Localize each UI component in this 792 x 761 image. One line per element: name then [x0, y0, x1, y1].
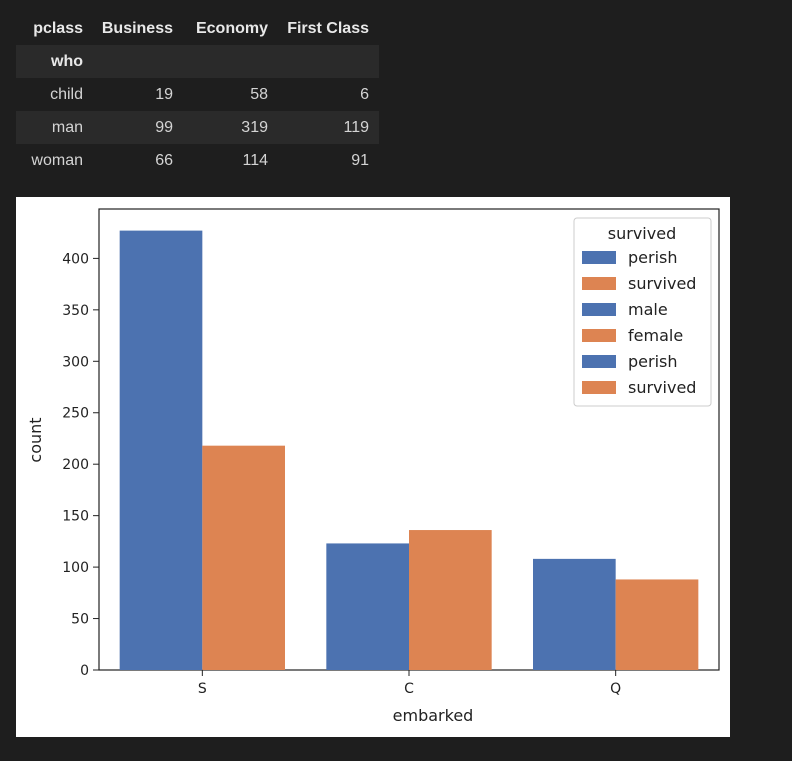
- bar-S-perish: [119, 230, 203, 671]
- bar-C-survived: [409, 530, 492, 670]
- legend-entry-label: male: [628, 300, 668, 319]
- crosstab-table: pclass Business Economy First Class who …: [16, 12, 379, 177]
- legend-swatch: [582, 381, 616, 394]
- y-tick-label: 0: [80, 663, 89, 679]
- legend-entry-label: perish: [628, 352, 678, 371]
- x-tick-label: Q: [610, 681, 621, 697]
- y-tick-label: 300: [62, 354, 89, 370]
- y-tick-label: 250: [62, 406, 89, 422]
- legend: survived perish survived male female perish s…: [573, 217, 712, 407]
- index-label: who: [51, 53, 83, 70]
- table-index-header-row: who: [16, 45, 379, 78]
- bar-Q-perish: [533, 558, 616, 670]
- row-label: child: [50, 86, 83, 103]
- y-tick-label: 150: [62, 509, 89, 525]
- legend-entries: perish survived male female perish survived: [582, 248, 696, 397]
- table-cell: 58: [250, 86, 268, 103]
- y-tick-label: 50: [71, 612, 89, 628]
- legend-swatch: [582, 329, 616, 342]
- table-cell: 119: [343, 119, 369, 136]
- column-header: Economy: [195, 20, 268, 37]
- x-tick-label: C: [404, 681, 414, 697]
- legend-swatch: [582, 303, 616, 316]
- table-cell: 6: [360, 86, 369, 103]
- legend-entry-label: perish: [628, 248, 678, 267]
- columns-label: pclass: [33, 20, 83, 37]
- legend-entry-label: survived: [628, 274, 696, 293]
- table-cell: 19: [155, 86, 173, 103]
- y-tick-label: 400: [62, 251, 89, 267]
- x-axis-label: embarked: [393, 706, 474, 725]
- column-header: First Class: [287, 20, 369, 37]
- table-cell: 66: [155, 152, 173, 169]
- y-axis-label: count: [26, 417, 45, 462]
- table-header-row: pclass Business Economy First Class: [16, 12, 379, 45]
- table-cell: 319: [241, 119, 268, 136]
- y-tick-label: 200: [62, 457, 89, 473]
- y-axis: 0 50 100 150 200 250 300 350 400: [62, 251, 99, 679]
- legend-title: survived: [608, 224, 676, 243]
- column-header: Business: [101, 20, 173, 37]
- y-tick-label: 100: [62, 560, 89, 576]
- legend-swatch: [582, 277, 616, 290]
- bars-layer: [119, 230, 699, 671]
- table-row: woman 66 114 91: [16, 144, 379, 177]
- table-cell: 99: [155, 119, 173, 136]
- chart-panel: 0 50 100 150 200 250 300 350 400 S C Q embarked co…: [16, 197, 730, 737]
- table-row: child 19 58 6: [16, 78, 379, 111]
- legend-entry-label: survived: [628, 378, 696, 397]
- bar-S-survived: [202, 445, 285, 670]
- table-cell: 114: [242, 152, 268, 169]
- x-tick-label: S: [198, 681, 207, 697]
- legend-entry-label: female: [628, 326, 683, 345]
- y-tick-label: 350: [62, 303, 89, 319]
- legend-swatch: [582, 251, 616, 264]
- table-row: man 99 319 119: [16, 111, 379, 144]
- row-label: woman: [31, 152, 83, 169]
- bar-Q-survived: [615, 579, 699, 670]
- bar-chart: 0 50 100 150 200 250 300 350 400 S C Q embarked co…: [26, 208, 720, 725]
- legend-swatch: [582, 355, 616, 368]
- table-cell: 91: [351, 152, 369, 169]
- row-label: man: [51, 119, 83, 136]
- bar-C-perish: [326, 543, 409, 670]
